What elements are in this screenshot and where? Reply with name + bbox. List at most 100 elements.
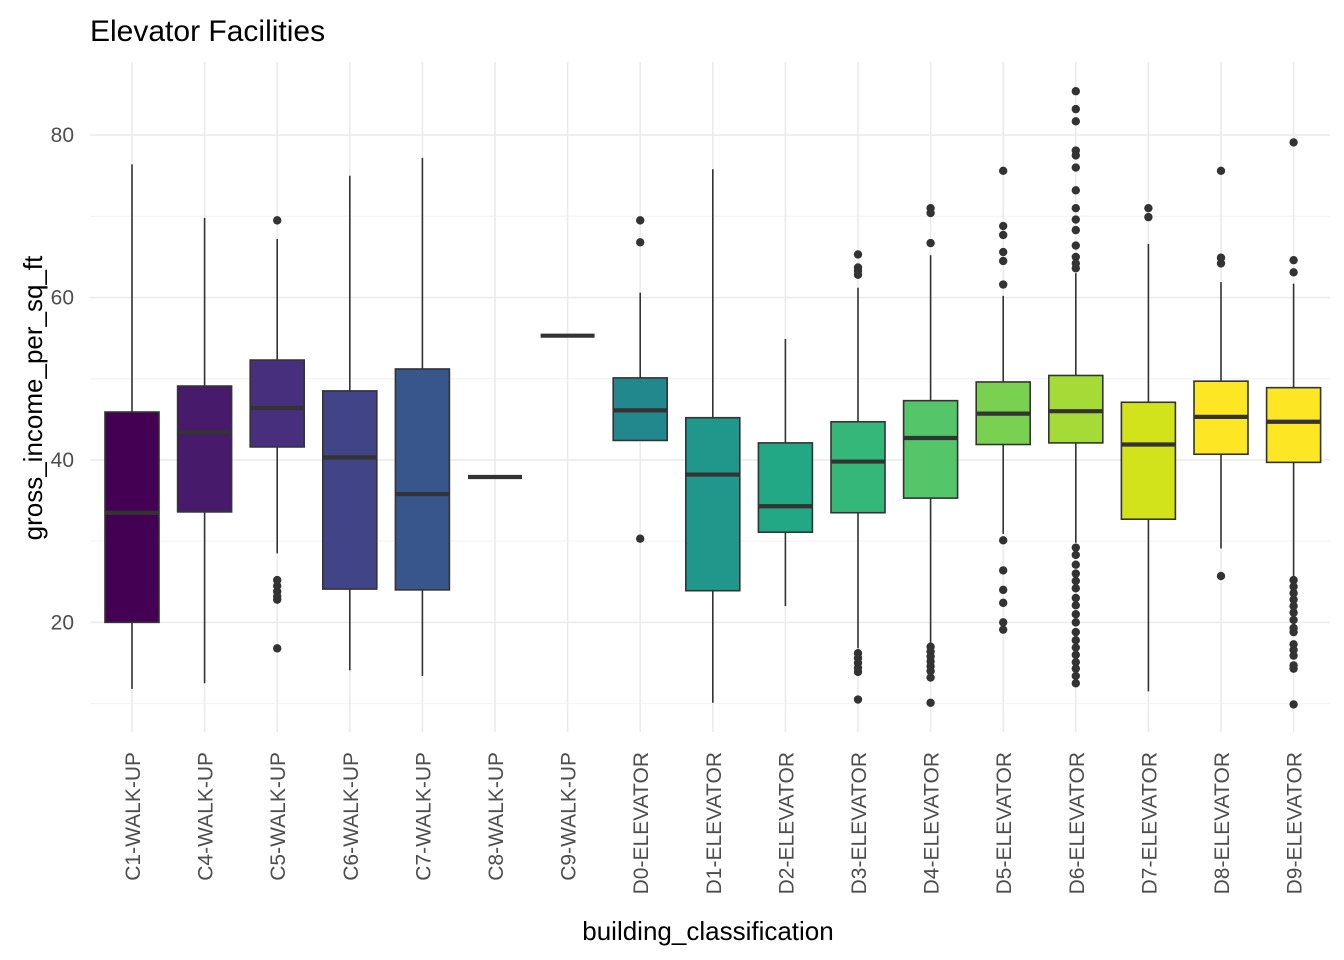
outlier-point bbox=[853, 667, 863, 677]
outlier-point bbox=[999, 566, 1008, 575]
outlier-point bbox=[1289, 608, 1298, 617]
outlier-point bbox=[999, 280, 1008, 289]
box-d2-elevator bbox=[757, 338, 814, 607]
outlier-point bbox=[999, 230, 1008, 240]
outlier-point bbox=[1289, 627, 1298, 637]
outlier-point bbox=[273, 595, 282, 604]
outlier-point bbox=[1071, 643, 1081, 652]
outlier-point bbox=[853, 695, 863, 704]
outlier-point bbox=[1071, 636, 1081, 645]
iqr-box bbox=[1265, 386, 1322, 464]
y-tick-label: 80 bbox=[51, 124, 74, 147]
outlier-point bbox=[1216, 166, 1226, 176]
outlier-point bbox=[1071, 593, 1081, 603]
outlier-point bbox=[1289, 588, 1298, 598]
iqr-box bbox=[321, 390, 378, 590]
outlier-point bbox=[999, 585, 1008, 595]
outlier-point bbox=[1289, 268, 1298, 277]
outlier-point bbox=[1071, 657, 1081, 667]
outlier-point bbox=[1216, 571, 1226, 581]
outlier-point bbox=[1144, 203, 1153, 213]
y-axis-title: gross_income_per_sq_ft bbox=[18, 255, 48, 540]
outlier-point bbox=[273, 644, 282, 653]
box-series bbox=[104, 87, 1322, 709]
iqr-box bbox=[830, 420, 886, 514]
x-tick-label: C8-WALK-UP bbox=[485, 752, 508, 881]
outlier-point bbox=[1071, 104, 1081, 114]
outlier-point bbox=[926, 698, 935, 707]
outlier-point bbox=[1289, 601, 1298, 611]
outlier-point bbox=[1071, 650, 1081, 660]
y-tick-label: 60 bbox=[51, 287, 74, 310]
box-c4-walk-up bbox=[176, 217, 233, 684]
iqr-box bbox=[1120, 401, 1177, 521]
box-c1-walk-up bbox=[104, 164, 160, 689]
iqr-box bbox=[104, 411, 160, 624]
outlier-point bbox=[1071, 584, 1081, 593]
box-d0-elevator bbox=[612, 216, 669, 543]
y-axis: 20 40 60 80 bbox=[51, 124, 74, 634]
x-tick-label: D4-ELEVATOR bbox=[921, 752, 944, 894]
outlier-point bbox=[1071, 569, 1081, 578]
outlier-point bbox=[1289, 595, 1298, 604]
outlier-point bbox=[1216, 259, 1226, 268]
outlier-point bbox=[1289, 138, 1298, 147]
x-tick-label: D9-ELEVATOR bbox=[1284, 752, 1307, 894]
iqr-box bbox=[757, 442, 814, 534]
outlier-point bbox=[1071, 560, 1081, 569]
outlier-point bbox=[1071, 87, 1081, 96]
outlier-point bbox=[1071, 163, 1081, 172]
outlier-point bbox=[1071, 264, 1081, 273]
iqr-box bbox=[684, 416, 741, 592]
x-tick-label: C6-WALK-UP bbox=[340, 752, 363, 881]
outlier-point bbox=[999, 247, 1008, 257]
outlier-point bbox=[1071, 151, 1081, 160]
outlier-point bbox=[926, 208, 935, 218]
outlier-point bbox=[1071, 627, 1081, 637]
outlier-point bbox=[1071, 215, 1081, 224]
box-d6-elevator bbox=[1048, 87, 1104, 688]
x-tick-label: C5-WALK-UP bbox=[267, 752, 290, 881]
outlier-point bbox=[1071, 618, 1081, 627]
x-tick-label: D6-ELEVATOR bbox=[1066, 752, 1089, 894]
outlier-point bbox=[1071, 203, 1081, 213]
box-d3-elevator bbox=[830, 250, 886, 704]
box-d7-elevator bbox=[1120, 203, 1177, 692]
outlier-point bbox=[636, 216, 645, 225]
outlier-point bbox=[999, 618, 1008, 627]
outlier-point bbox=[1071, 664, 1081, 673]
outlier-point bbox=[999, 166, 1008, 176]
outlier-point bbox=[1289, 651, 1298, 660]
y-tick-label: 40 bbox=[51, 449, 74, 472]
box-d9-elevator bbox=[1265, 138, 1322, 709]
outlier-point bbox=[1071, 117, 1081, 126]
x-tick-label: D5-ELEVATOR bbox=[993, 752, 1016, 894]
x-axis: C1-WALK-UP C4-WALK-UP C5-WALK-UP C6-WALK-UP… bbox=[122, 752, 1307, 894]
outlier-point bbox=[999, 536, 1008, 545]
box-d5-elevator bbox=[975, 166, 1032, 634]
outlier-point bbox=[926, 666, 935, 676]
box-d1-elevator bbox=[684, 169, 741, 703]
outlier-point bbox=[1071, 252, 1081, 262]
outlier-point bbox=[1071, 610, 1081, 619]
x-tick-label: D2-ELEVATOR bbox=[775, 752, 798, 894]
x-tick-label: D8-ELEVATOR bbox=[1211, 752, 1234, 894]
outlier-point bbox=[1289, 582, 1298, 591]
outlier-point bbox=[1289, 615, 1298, 625]
outlier-point bbox=[853, 250, 863, 259]
x-tick-label: D3-ELEVATOR bbox=[848, 752, 871, 894]
outlier-point bbox=[999, 598, 1008, 608]
box-d8-elevator bbox=[1193, 166, 1249, 581]
outlier-point bbox=[636, 534, 645, 543]
box-c6-walk-up bbox=[321, 175, 378, 671]
outlier-point bbox=[1071, 601, 1081, 610]
outlier-point bbox=[1071, 543, 1081, 552]
outlier-point bbox=[926, 238, 935, 248]
x-tick-label: C1-WALK-UP bbox=[122, 752, 145, 881]
outlier-point bbox=[1071, 671, 1081, 681]
iqr-box bbox=[394, 368, 451, 591]
outlier-point bbox=[1071, 576, 1081, 586]
iqr-box bbox=[176, 385, 233, 513]
outlier-point bbox=[1289, 664, 1298, 673]
outlier-point bbox=[926, 673, 935, 682]
